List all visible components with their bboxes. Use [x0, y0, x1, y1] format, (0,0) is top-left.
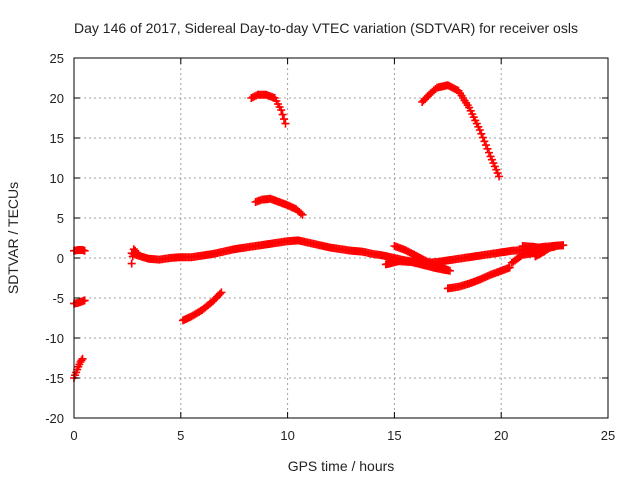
series-arc-5 [127, 245, 143, 268]
data-point [484, 148, 493, 157]
x-tick-label: 25 [601, 428, 615, 443]
x-axis-label: GPS time / hours [288, 458, 395, 474]
series-arc-4 [127, 236, 568, 267]
data-point [480, 137, 489, 146]
data-point [475, 126, 484, 134]
series-arc-10 [381, 257, 454, 275]
data-point [278, 110, 287, 119]
series-arc-15 [531, 241, 568, 261]
x-tick-label: 10 [280, 428, 294, 443]
data-point [477, 129, 486, 138]
data-point [495, 172, 504, 181]
data-point [298, 210, 307, 219]
data-point [296, 209, 305, 218]
data-point [481, 141, 490, 150]
y-tick-label: -10 [45, 331, 64, 346]
y-tick-label: -5 [52, 291, 64, 306]
y-tick-label: -20 [45, 411, 64, 426]
y-tick-label: -15 [45, 371, 64, 386]
data-point [215, 289, 224, 298]
grid [74, 58, 608, 418]
plot-frame [73, 57, 609, 419]
data-point [445, 266, 454, 275]
data-point [127, 259, 136, 268]
series-arc-7 [247, 90, 290, 128]
series-arc-12 [443, 263, 514, 293]
data-point [483, 144, 492, 153]
y-tick-label: 20 [50, 91, 64, 106]
data-point [134, 250, 143, 258]
series-arc-11 [418, 81, 504, 181]
axis-ticks: 0 5 10 15 20 25 -20 -15 -10 -5 0 5 10 15 20 25 [45, 51, 615, 443]
data-point [78, 354, 87, 363]
data-point [80, 246, 89, 255]
y-tick-label: 25 [50, 51, 64, 66]
data-series [70, 81, 568, 382]
data-point [132, 248, 141, 257]
data-point [217, 288, 226, 297]
y-tick-label: 0 [57, 251, 64, 266]
y-tick-label: 10 [50, 171, 64, 186]
data-point [559, 241, 568, 250]
x-tick-label: 5 [177, 428, 184, 443]
series-arc-8 [251, 194, 307, 219]
y-tick-label: 5 [57, 211, 64, 226]
y-axis-label: SDTVAR / TECUs [5, 182, 21, 294]
data-point [280, 115, 289, 124]
series-arc-3 [70, 246, 89, 255]
series-arc-6 [178, 288, 226, 325]
data-point [128, 252, 137, 261]
data-point [478, 133, 487, 142]
data-point [277, 106, 286, 114]
x-tick-label: 15 [387, 428, 401, 443]
data-point [77, 356, 86, 365]
data-point [80, 296, 89, 305]
x-tick-label: 0 [70, 428, 77, 443]
chart-title: Day 146 of 2017, Sidereal Day-to-day VTE… [74, 20, 578, 36]
data-point [505, 263, 514, 272]
y-tick-label: 15 [50, 131, 64, 146]
x-tick-label: 20 [494, 428, 508, 443]
data-point [281, 119, 290, 128]
